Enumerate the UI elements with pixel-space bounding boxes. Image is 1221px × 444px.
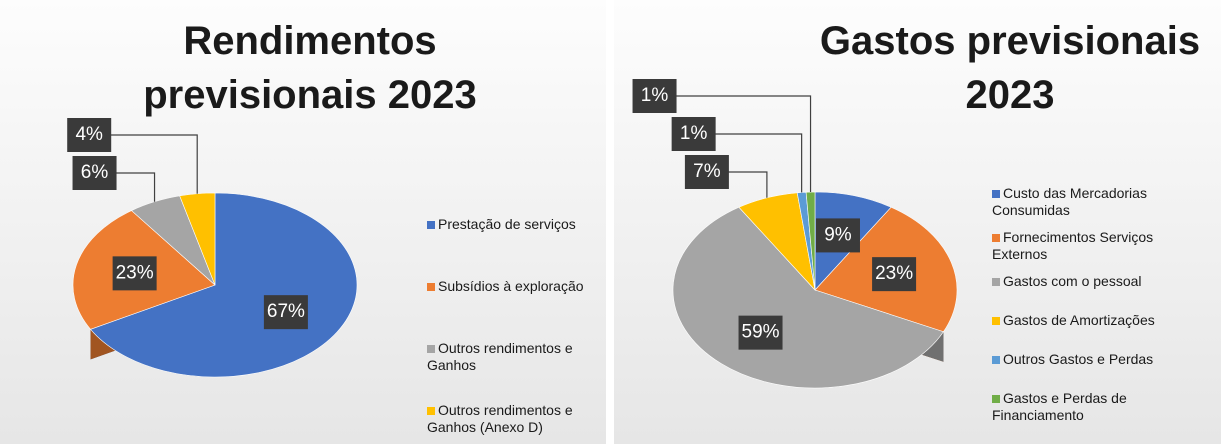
legend-swatch [427,221,435,229]
legend-label: Outros rendimentos e Ganhos (Anexo D) [427,402,573,435]
leader-line [693,133,803,193]
legend-label: Outros Gastos e Perdas [1003,351,1154,367]
leader-line [654,95,812,193]
data-label: 9% [824,224,852,245]
chart-title: Gastos previsionais 2023 [819,19,1201,117]
data-label-box [671,117,716,151]
legend-entry: Prestação de serviços [427,216,622,233]
data-label-box [72,156,117,190]
leader-line [89,134,198,194]
legend-entry: Gastos de Amortizações [992,312,1187,329]
legend-entry: Fornecimentos Serviços Externos [992,229,1187,263]
legend-label: Gastos e Perdas de Financiamento [992,390,1127,423]
legend-label: Gastos com o pessoal [1003,273,1142,289]
legend-swatch [992,356,1000,364]
data-label-box [684,155,729,189]
legend-swatch [992,190,1000,198]
data-label: 23% [875,263,913,284]
legend-entry: Outros Gastos e Perdas [992,351,1187,368]
data-label-box [632,79,677,113]
data-label: 4% [75,124,103,145]
data-label: 1% [680,123,708,144]
legend-swatch [992,234,1000,242]
legend-swatch [992,317,1000,325]
legend-label: Gastos de Amortizações [1003,312,1155,328]
legend-entry: Gastos e Perdas de Financiamento [992,390,1187,424]
data-label: 59% [742,322,780,343]
data-label-box [263,295,308,330]
data-label: 1% [641,85,669,106]
legend-label: Outros rendimentos e Ganhos [427,340,573,373]
data-label-box [738,315,783,350]
data-label-box [112,256,157,291]
data-label: 23% [116,262,154,283]
legend-swatch [427,283,435,291]
data-label-box [815,218,860,253]
legend-entry: Outros rendimentos e Ganhos [427,340,622,374]
chart-title: Rendimentos previsionais 2023 [143,19,477,117]
legend-label: Custo das Mercadorias Consumidas [992,185,1147,218]
data-label: 67% [267,301,305,322]
data-label: 7% [693,161,721,182]
data-label: 6% [81,162,109,183]
legend-label: Fornecimentos Serviços Externos [992,229,1154,262]
legend-label: Subsídios à exploração [438,278,584,294]
legend-swatch [992,278,1000,286]
data-label-box [872,257,917,292]
legend-swatch [427,345,435,353]
legend-entry: Outros rendimentos e Ganhos (Anexo D) [427,402,622,436]
legend-entry: Custo das Mercadorias Consumidas [992,185,1187,219]
legend-swatch [992,395,1000,403]
legend-label: Prestação de serviços [438,216,576,232]
legend-entry: Subsídios à exploração [427,278,622,295]
legend-entry: Gastos com o pessoal [992,273,1187,290]
data-label-box [67,118,112,152]
legend-swatch [427,407,435,415]
pie-slice [90,192,358,378]
